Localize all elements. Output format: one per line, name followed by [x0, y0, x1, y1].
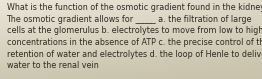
- Text: What is the function of the osmotic gradient found in the kidney?
The osmotic gr: What is the function of the osmotic grad…: [7, 3, 262, 70]
